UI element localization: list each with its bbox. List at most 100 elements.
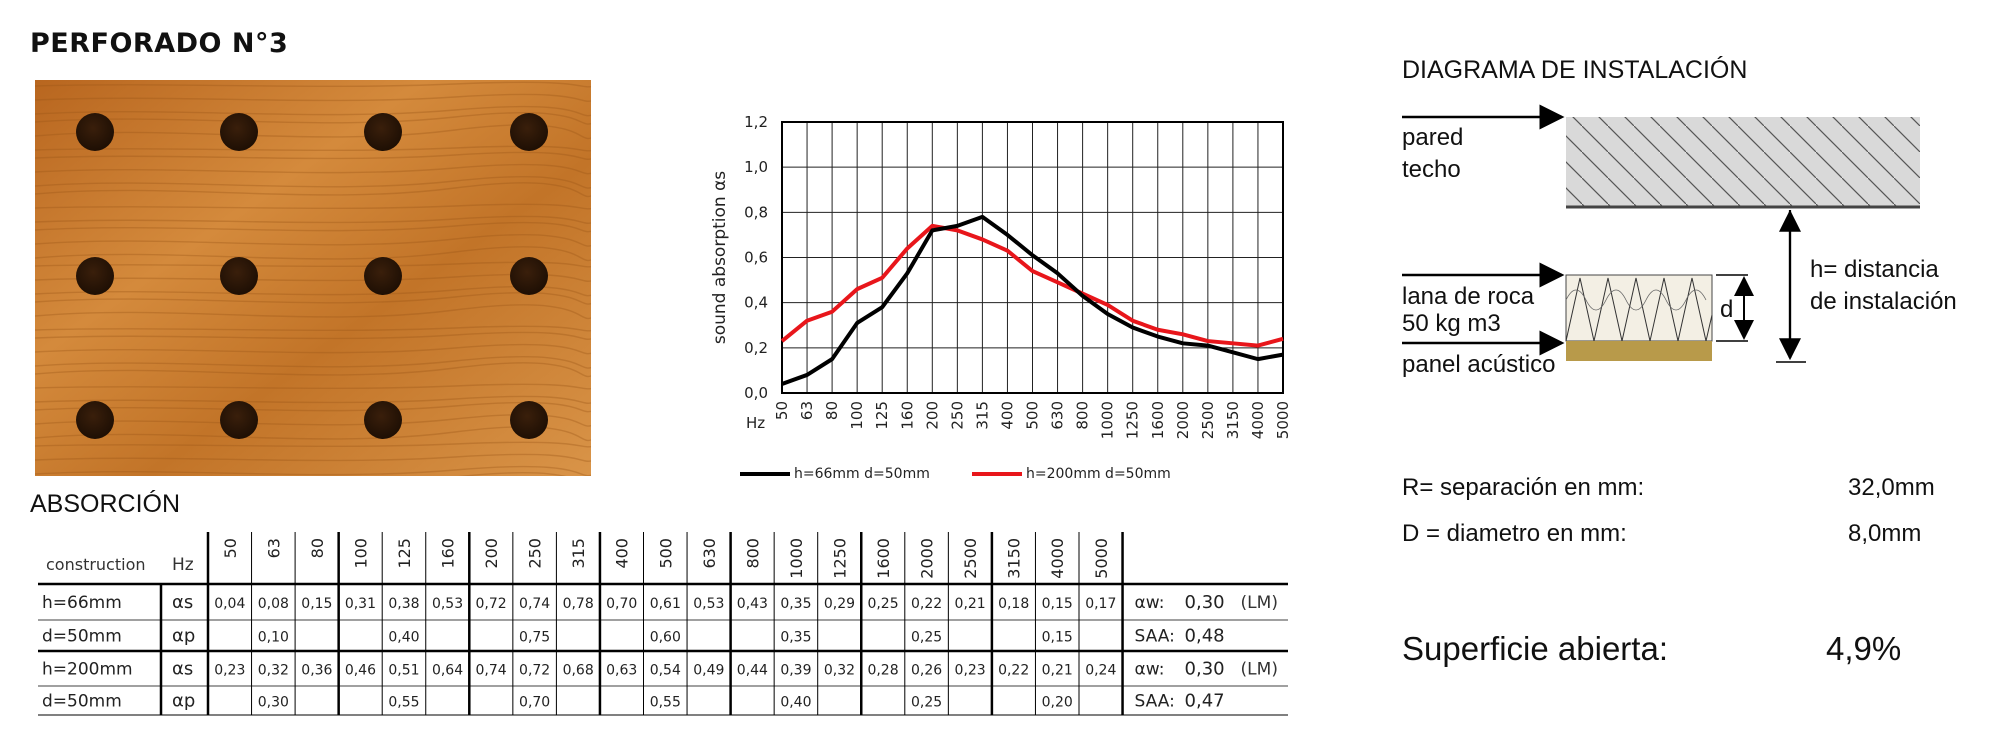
legend-swatch-black: [740, 472, 790, 476]
table-cell: 0,17: [1085, 596, 1116, 612]
y-tick-label: 0,2: [744, 339, 768, 357]
table-cell: 0,78: [563, 596, 594, 612]
absorption-chart: 0,0 0,2 0,4 0,6 0,8 1,0 1,2 50 63 80 100 125 160 200 2…: [700, 100, 1320, 490]
table-summary-label: αw:: [1135, 593, 1165, 613]
table-cell: 0,74: [519, 596, 550, 612]
label-installation: de instalación: [1810, 288, 1957, 315]
x-tick-label: 200: [923, 401, 941, 430]
table-freq-header: 800: [743, 538, 762, 569]
table-cell: 0,51: [388, 663, 419, 679]
table-summary-value: 0,48: [1185, 626, 1225, 647]
label-pared: pared: [1402, 124, 1464, 151]
perforation-hole: [220, 113, 258, 151]
table-cell: 0,55: [388, 695, 419, 711]
table-row-label: d=50mm: [42, 692, 122, 712]
x-tick-label: 2500: [1199, 401, 1217, 439]
rock-wool: [1565, 274, 1713, 342]
table-freq-header: 1000: [787, 538, 806, 579]
legend-swatch-red: [972, 472, 1022, 476]
r-separation-label: R= separación en mm:: [1402, 474, 1645, 501]
table-freq-header: 400: [613, 538, 632, 569]
perforation-hole: [76, 401, 114, 439]
x-unit-label: Hz: [746, 414, 765, 432]
acoustic-panel: [1566, 341, 1712, 361]
table-freq-header: 4000: [1048, 538, 1067, 579]
table-cell: 0,24: [1085, 663, 1116, 679]
table-freq-header: 500: [656, 538, 675, 569]
y-tick-label: 0,0: [744, 384, 768, 402]
perforation-hole: [364, 401, 402, 439]
table-cell: 0,26: [911, 663, 942, 679]
table-cell: 0,74: [475, 663, 506, 679]
perforation-hole: [364, 257, 402, 295]
table-cell: 0,21: [955, 596, 986, 612]
table-freq-header: 80: [308, 538, 327, 558]
label-h-distance: h= distancia: [1810, 256, 1939, 283]
table-freq-header: 63: [264, 538, 283, 558]
table-cell: 0,04: [214, 596, 245, 612]
table-cell: 0,25: [911, 695, 942, 711]
perforation-hole: [364, 113, 402, 151]
table-cell: 0,44: [737, 663, 768, 679]
table-summary-suffix: (LM): [1241, 593, 1278, 613]
x-tick-label: 80: [823, 401, 841, 420]
x-tick-label: 50: [773, 401, 791, 420]
superficie-value: 4,9%: [1826, 630, 1902, 667]
x-tick-label: 630: [1049, 401, 1067, 430]
wood-texture-svg: [35, 80, 591, 476]
table-row-label: h=200mm: [42, 660, 133, 680]
table-cell: 0,15: [1042, 630, 1073, 646]
table-summary-value: 0,30: [1185, 659, 1225, 680]
table-cell: 0,10: [258, 630, 289, 646]
table-cell: 0,43: [737, 596, 768, 612]
label-density: 50 kg m3: [1402, 310, 1501, 337]
table-cell: 0,25: [867, 596, 898, 612]
absorcion-title: ABSORCIÓN: [30, 490, 181, 518]
r-separation-value: 32,0mm: [1848, 474, 1935, 501]
table-row-label: d=50mm: [42, 627, 122, 647]
superficie-label: Superficie abierta:: [1402, 630, 1668, 667]
table-freq-header: 125: [395, 538, 414, 569]
perforation-hole: [76, 257, 114, 295]
x-tick-label: 160: [898, 401, 916, 430]
x-tick-label: 315: [973, 401, 991, 430]
table-cell: 0,72: [475, 596, 506, 612]
label-panel-acustico: panel acústico: [1402, 351, 1556, 378]
table-cell: 0,23: [214, 663, 245, 679]
perforation-hole: [510, 113, 548, 151]
table-freq-header: 160: [439, 538, 458, 569]
x-tick-label: 4000: [1249, 401, 1267, 439]
table-freq-header: 3150: [1005, 538, 1024, 579]
table-header-construction: construction: [46, 555, 146, 574]
legend-label-1: h=66mm d=50mm: [794, 466, 930, 482]
absorption-table-svg: construction Hz 50 63 80 100 125 160 200 250 315 40…: [38, 532, 1288, 716]
x-tick-label: 500: [1024, 401, 1042, 430]
label-lana-de-roca: lana de roca: [1402, 283, 1535, 310]
table-cell: 0,18: [998, 596, 1029, 612]
legend-item-series-2: h=200mm d=50mm: [972, 466, 1171, 482]
table-summary-label: SAA:: [1135, 692, 1175, 712]
table-cell: 0,15: [1042, 596, 1073, 612]
table-freq-header: 2000: [918, 538, 937, 579]
table-cell: 0,15: [301, 596, 332, 612]
perforated-panel-image: [35, 80, 591, 476]
table-cell: 0,35: [780, 596, 811, 612]
x-tick-label: 1250: [1124, 401, 1142, 439]
table-row-symbol: αs: [172, 659, 193, 680]
d-diameter-label: D = diametro en mm:: [1402, 520, 1627, 547]
table-row-label: h=66mm: [42, 593, 122, 613]
absorption-table: construction Hz 50 63 80 100 125 160 200 250 315 40…: [38, 532, 1298, 727]
table-cell: 0,70: [606, 596, 637, 612]
table-freq-header: 100: [351, 538, 370, 569]
y-tick-label: 0,6: [744, 249, 768, 267]
installation-diagram: [1400, 100, 1980, 390]
y-tick-label: 0,4: [744, 294, 768, 312]
table-header-hz: Hz: [172, 555, 194, 575]
table-cell: 0,28: [867, 663, 898, 679]
y-tick-label: 0,8: [744, 203, 768, 221]
y-axis-label: sound absorption αs: [710, 171, 730, 344]
absorption-chart-svg: 0,0 0,2 0,4 0,6 0,8 1,0 1,2 50 63 80 100 125 160 200 2…: [710, 113, 1292, 439]
table-cell: 0,21: [1042, 663, 1073, 679]
table-summary-label: SAA:: [1135, 627, 1175, 647]
table-freq-header: 5000: [1092, 538, 1111, 579]
